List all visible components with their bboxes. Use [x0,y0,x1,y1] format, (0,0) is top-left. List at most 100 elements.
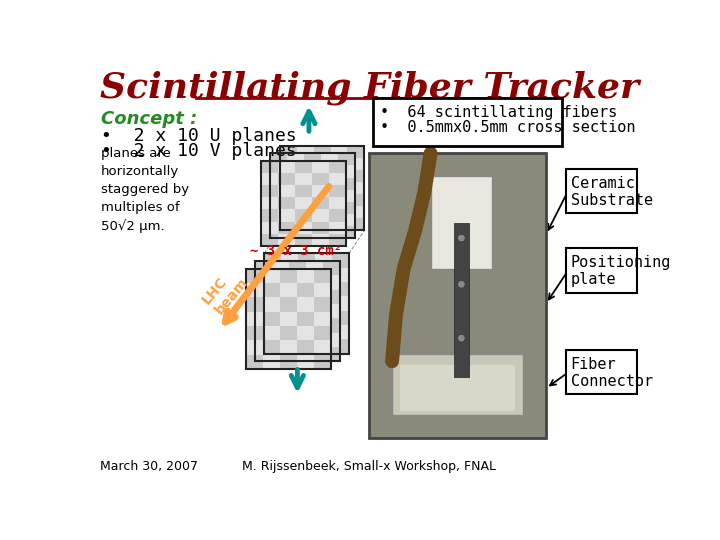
Bar [289,261,306,275]
Bar [271,178,287,190]
Text: Concept :: Concept : [101,110,197,127]
Bar [261,161,346,246]
Bar [255,290,272,304]
Bar [263,298,279,312]
Bar [305,190,321,202]
Bar [348,158,364,170]
Bar [314,170,330,182]
Bar [330,194,348,206]
Bar [297,182,314,194]
Bar [338,190,355,202]
Bar [289,333,306,347]
Bar [289,347,306,361]
Bar [297,326,314,340]
FancyBboxPatch shape [566,248,637,293]
Bar [287,165,305,178]
Bar [314,218,330,231]
Bar [314,269,330,283]
Bar [306,319,323,333]
Bar [255,319,272,333]
Bar [246,269,263,283]
Bar [272,290,289,304]
Bar [297,158,314,170]
Bar [246,283,263,298]
Bar [261,210,278,221]
Bar [271,202,287,214]
Bar [279,158,297,170]
Bar [330,206,348,218]
Bar [297,146,314,158]
Bar [263,355,279,369]
Bar [261,197,278,210]
FancyBboxPatch shape [373,98,562,146]
Bar [295,185,312,197]
Bar [272,319,289,333]
Bar [338,226,355,238]
Bar [329,173,346,185]
Bar [246,355,263,369]
Bar [315,268,332,282]
Bar [279,218,297,231]
Bar [312,161,329,173]
Bar [312,185,329,197]
Bar [314,355,330,369]
Bar [330,182,348,194]
Bar [315,282,332,296]
Bar [263,312,279,326]
Text: Positioning
plate: Positioning plate [571,255,671,287]
Bar [314,326,330,340]
FancyBboxPatch shape [566,350,637,394]
Bar [305,153,321,165]
Bar [312,210,329,221]
Text: Fiber
Connector: Fiber Connector [571,356,653,389]
Bar [261,161,278,173]
Bar [278,210,295,221]
Bar [315,253,332,268]
Bar [297,194,314,206]
Bar [255,333,272,347]
Bar [278,161,295,173]
Bar [271,226,287,238]
Bar [315,310,332,325]
Bar [306,304,323,319]
Bar [261,221,278,234]
Bar [306,290,323,304]
Bar [314,283,330,298]
Bar [264,282,282,296]
Bar [287,214,305,226]
Bar [330,158,348,170]
Bar [264,253,349,354]
Bar [272,333,289,347]
Bar [261,173,278,185]
Bar [298,282,315,296]
Bar [279,340,297,355]
Bar [297,283,314,298]
Bar [272,304,289,319]
Bar [255,275,272,290]
Bar [305,214,321,226]
Bar [289,290,306,304]
Bar [321,202,338,214]
Bar [264,325,282,339]
Bar [298,253,315,268]
Bar [332,268,349,282]
Bar [332,310,349,325]
Bar [279,283,297,298]
Bar [369,153,546,438]
Bar [279,298,297,312]
Bar [338,178,355,190]
Bar [332,253,349,268]
FancyBboxPatch shape [566,168,637,213]
Bar [348,194,364,206]
Bar [297,312,314,326]
Bar [332,339,349,354]
Bar [272,347,289,361]
Bar [295,173,312,185]
Text: LHC
beam: LHC beam [199,265,251,317]
Text: •  2 x 10 V planes: • 2 x 10 V planes [101,142,297,160]
Bar [314,340,330,355]
Bar [338,202,355,214]
Bar [278,197,295,210]
Bar [338,214,355,226]
Bar [289,319,306,333]
